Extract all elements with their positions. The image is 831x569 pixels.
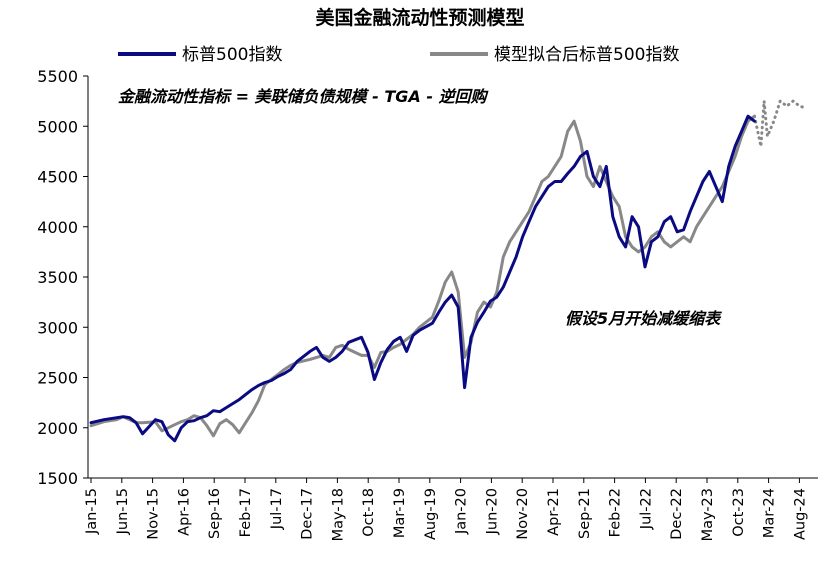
x-tick-label: Nov-15 bbox=[146, 488, 162, 540]
y-tick-label: 4000 bbox=[37, 218, 78, 237]
x-tick-label: Aug-19 bbox=[423, 488, 439, 540]
x-tick-label: Feb-22 bbox=[608, 488, 624, 537]
y-tick-label: 2500 bbox=[37, 369, 78, 388]
x-tick-label: Aug-24 bbox=[792, 488, 808, 540]
y-tick-label: 3500 bbox=[37, 268, 78, 287]
x-tick-label: Apr-21 bbox=[546, 488, 562, 536]
x-tick-label: Jul-22 bbox=[638, 488, 654, 530]
x-tick-label: Mar-19 bbox=[392, 488, 408, 538]
x-tick-label: May-23 bbox=[700, 488, 716, 541]
series-line-forecast bbox=[753, 99, 808, 148]
y-tick-label: 2000 bbox=[37, 419, 78, 438]
x-tick-label: Nov-20 bbox=[515, 488, 531, 540]
x-tick-label: Jan-20 bbox=[454, 488, 470, 535]
series-line-model bbox=[89, 114, 756, 438]
x-tick-label: Feb-17 bbox=[238, 488, 254, 537]
x-tick-label: Dec-17 bbox=[300, 488, 316, 540]
assumption-annotation: 假设5月开始减缓缩表 bbox=[565, 309, 722, 328]
x-tick-label: Oct-18 bbox=[361, 488, 377, 537]
x-tick-label: Oct-23 bbox=[731, 488, 747, 537]
y-tick-label: 1500 bbox=[37, 469, 78, 488]
y-tick-label: 5000 bbox=[37, 117, 78, 136]
x-tick-label: Apr-16 bbox=[176, 488, 192, 536]
x-tick-label: Sep-21 bbox=[577, 488, 593, 539]
x-tick-label: Jul-17 bbox=[269, 488, 285, 530]
legend-label-model: 模型拟合后标普500指数 bbox=[494, 45, 679, 65]
x-tick-label: Sep-16 bbox=[207, 488, 223, 539]
series-line-sp500 bbox=[89, 114, 756, 443]
x-tick-label: Jan-15 bbox=[84, 488, 100, 535]
chart-title: 美国金融流动性预测模型 bbox=[315, 6, 524, 29]
y-tick-label: 3000 bbox=[37, 318, 78, 337]
x-tick-label: Jun-15 bbox=[115, 488, 131, 535]
x-axis: Jan-15 Jun-15 Nov-15 Apr-16 Sep-16 Feb-17 Jul-… bbox=[84, 477, 818, 541]
x-tick-label: Mar-24 bbox=[762, 488, 778, 538]
x-tick-label: Dec-22 bbox=[669, 488, 685, 540]
formula-annotation: 金融流动性指标 = 美联储负债规模 - TGA - 逆回购 bbox=[118, 87, 490, 106]
legend-label-sp500: 标普500指数 bbox=[182, 45, 282, 65]
series-layer bbox=[89, 99, 808, 443]
x-tick-label: May-18 bbox=[330, 488, 346, 541]
y-axis: 1500 2000 2500 3000 3500 4000 4500 5000 5500 bbox=[37, 67, 89, 488]
y-tick-label: 5500 bbox=[37, 67, 78, 86]
y-tick-label: 4500 bbox=[37, 168, 78, 187]
x-tick-label: Jun-20 bbox=[484, 488, 500, 535]
legend: 标普500指数 模型拟合后标普500指数 bbox=[118, 45, 679, 65]
